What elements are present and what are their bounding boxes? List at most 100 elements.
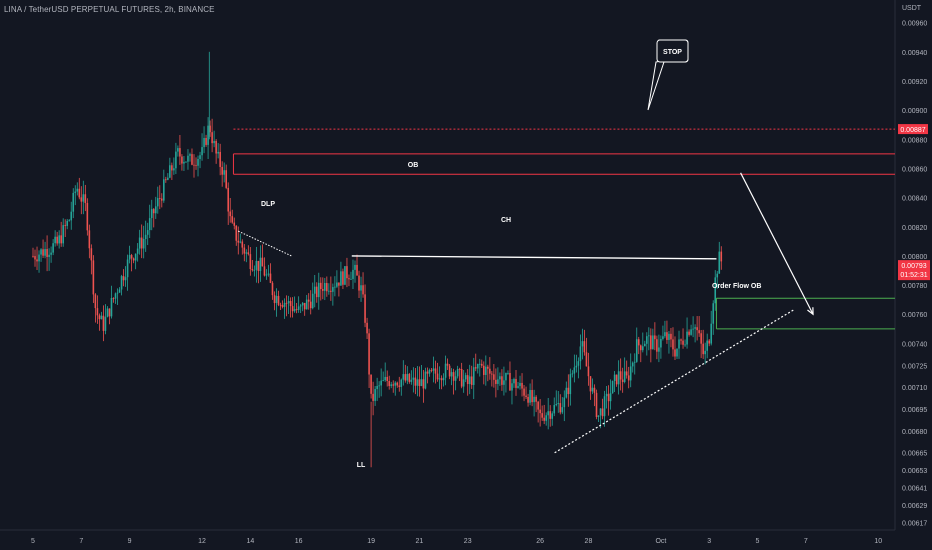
candle-body: [623, 371, 626, 383]
candle-body: [275, 295, 278, 304]
candle-body: [66, 220, 69, 226]
candle-body: [384, 376, 386, 381]
candle-body: [390, 384, 393, 386]
candle-body: [444, 363, 447, 378]
price-tick-label: 0.00880: [902, 137, 927, 144]
candle-body: [613, 374, 616, 382]
candle-body: [692, 328, 694, 330]
candle-body: [714, 277, 717, 304]
candle-body: [519, 382, 521, 387]
candle-body: [678, 339, 680, 349]
candle-body: [712, 303, 715, 324]
candle-body: [251, 269, 254, 271]
candle-body: [209, 125, 211, 133]
candle-body: [573, 367, 576, 374]
candle-body: [317, 282, 320, 298]
candle-body: [631, 362, 634, 367]
candle-body: [227, 187, 230, 212]
candle-body: [380, 380, 382, 386]
candle-body: [503, 380, 505, 385]
candle-body: [309, 301, 312, 309]
candle-body: [563, 397, 566, 408]
time-tick-label: 12: [198, 538, 206, 545]
price-tick-label: 0.00710: [902, 385, 927, 392]
candle-body: [641, 346, 644, 351]
candle-body: [593, 387, 596, 393]
candle-body: [58, 235, 60, 244]
candle-body: [507, 372, 509, 374]
candle-body: [370, 374, 372, 394]
time-tick-label: 3: [707, 538, 711, 545]
stop-callout-rect: [656, 39, 689, 63]
candle-body: [94, 294, 97, 309]
candle-body: [171, 165, 173, 171]
candle-body: [126, 259, 129, 278]
candle-body: [591, 387, 594, 392]
candle-body: [609, 393, 612, 402]
candle-body: [48, 254, 50, 257]
candle-body: [589, 376, 592, 392]
candle-body: [716, 273, 719, 278]
candle-body: [374, 389, 376, 401]
candle-body: [338, 282, 340, 286]
candle-body: [259, 257, 262, 271]
candle-body: [287, 301, 290, 304]
candle-body: [158, 198, 161, 199]
candle-body: [505, 373, 507, 381]
candle-body: [535, 396, 537, 402]
candle-body: [201, 147, 203, 156]
candle-body: [289, 301, 292, 307]
candle-body: [207, 125, 209, 145]
candle-body: [690, 329, 692, 335]
candle-body: [156, 198, 159, 207]
candle-body: [257, 260, 260, 271]
candle-body: [559, 403, 562, 413]
candle-body: [144, 234, 147, 240]
candle-body: [245, 252, 248, 254]
candle-body: [138, 237, 141, 249]
candle-body: [541, 413, 543, 418]
candle-body: [495, 379, 497, 384]
candle-body: [38, 254, 40, 262]
candle-body: [637, 339, 640, 346]
candle-body: [54, 236, 56, 244]
candle-body: [686, 331, 688, 345]
candle-body: [621, 379, 624, 383]
candle-body: [698, 330, 700, 334]
candle-body: [442, 377, 445, 381]
candle-body: [283, 302, 286, 307]
candle-body: [120, 276, 123, 290]
candle-body: [249, 254, 252, 270]
candle-body: [599, 408, 602, 416]
candle-body: [617, 371, 620, 385]
candle-body: [241, 241, 244, 248]
candle-body: [396, 382, 399, 386]
candle-body: [448, 365, 451, 377]
candle-body: [487, 366, 489, 369]
candle-body: [277, 295, 280, 305]
candle-body: [680, 339, 682, 341]
candle-body: [489, 368, 491, 374]
candle-body: [344, 266, 346, 285]
candle-body: [639, 345, 642, 351]
candle-body: [402, 374, 405, 380]
candle-body: [148, 218, 151, 231]
candle-body: [68, 220, 71, 222]
candle-body: [110, 298, 113, 317]
time-tick-label: 5: [756, 538, 760, 545]
price-tick-label: 0.00725: [902, 363, 927, 370]
candle-body: [134, 253, 137, 261]
candle-body: [515, 379, 517, 388]
candle-body: [710, 323, 713, 344]
candle-body: [474, 367, 477, 369]
candle-body: [247, 252, 250, 255]
candle-body: [497, 379, 499, 384]
price-axis-unit: USDT: [902, 5, 922, 12]
candle-body: [587, 366, 590, 377]
price-tick-label: 0.00740: [902, 341, 927, 348]
candle-body: [412, 377, 415, 380]
price-tick-label: 0.00680: [902, 429, 927, 436]
candle-body: [106, 308, 109, 317]
